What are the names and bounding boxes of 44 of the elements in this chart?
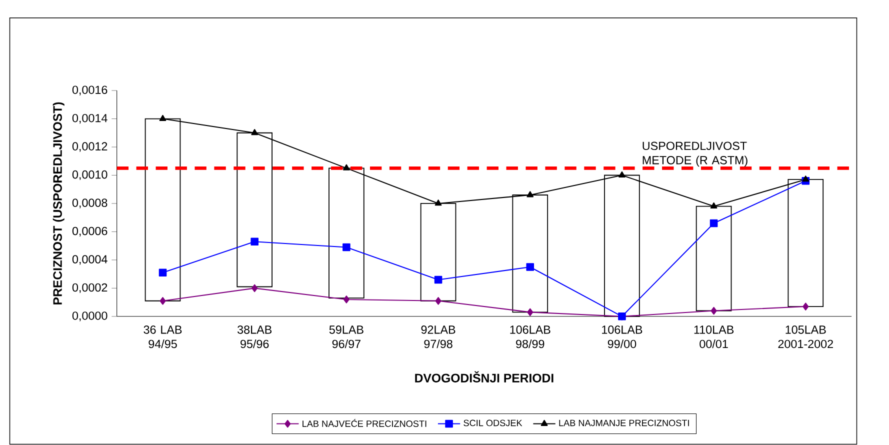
point: [251, 129, 258, 136]
y-tick-label: 0,0012: [72, 142, 108, 152]
point: [802, 176, 810, 182]
x-tick-label: 110LAB 00/01: [694, 326, 734, 348]
point: [159, 114, 166, 122]
y-tick-label: 0,0000: [72, 312, 108, 322]
x-axis-title: DVOGODIŠNJI PERIODI: [415, 371, 554, 382]
legend-label: LAB NAJVEĆE PRECIZNOSTI: [302, 419, 426, 427]
point: [343, 164, 350, 170]
legend-label: SCIL ODSJEK: [464, 420, 522, 426]
point: [802, 302, 809, 310]
x-tick-label: 106LAB 99/00: [602, 326, 642, 348]
point: [526, 191, 534, 198]
point: [710, 202, 718, 209]
point: [342, 243, 350, 252]
y-tick-label: 0,0016: [72, 86, 108, 96]
y-tick-label: 0,0006: [72, 226, 108, 237]
y-tick-label: 0,0004: [72, 255, 108, 265]
y-tick-label: 0,0002: [72, 283, 108, 294]
y-tick-label: 0,0014: [72, 114, 108, 124]
point: [710, 306, 717, 315]
point: [710, 219, 718, 228]
point: [158, 268, 167, 277]
point: [250, 238, 258, 246]
y-tick-label: 0,0010: [72, 170, 108, 180]
x-tick-label: 36 LAB 94/95: [144, 326, 182, 348]
point: [527, 308, 534, 316]
point: [434, 200, 442, 206]
point: [434, 276, 442, 284]
x-tick-label: 38LAB 95/96: [238, 326, 272, 348]
legend-label: LAB NAJMANJE PRECIZNOSTI: [559, 420, 689, 426]
x-tick-label: 105LAB 2001-2002: [778, 326, 833, 348]
ref-line-label: USPOREDLJIVOST METODE (R ASTM): [642, 142, 748, 167]
point: [435, 297, 442, 305]
point: [618, 171, 626, 178]
point: [160, 297, 166, 305]
point: [526, 263, 534, 271]
point: [252, 284, 258, 292]
x-tick-label: 92LAB 97/98: [421, 326, 456, 348]
x-tick-label: 106LAB 98/99: [510, 326, 550, 348]
y-axis-title: PRECIZNOST (USPOREDLJIVOST): [52, 102, 64, 304]
x-tick-label: 59LAB 96/97: [329, 326, 364, 348]
y-tick-label: 0,0008: [72, 198, 108, 208]
point: [343, 296, 350, 304]
